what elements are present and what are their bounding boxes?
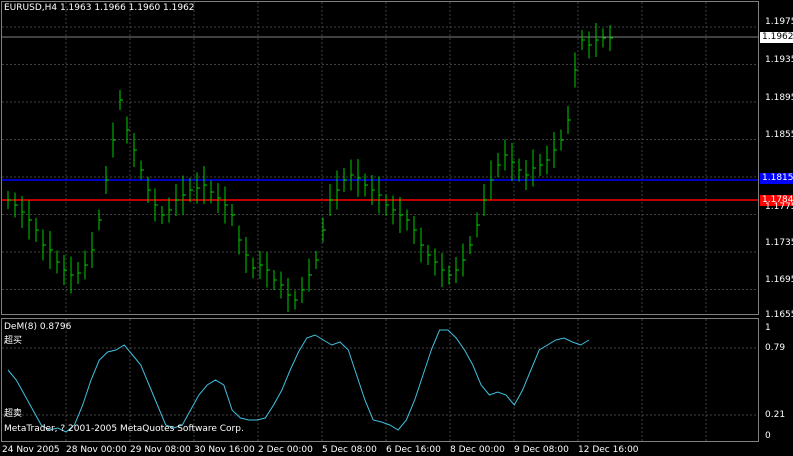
oversold-label: 超卖 [4,409,23,419]
price-level-7: 1.1695 [765,275,793,285]
price-level-5: 1.1775 [765,202,793,212]
blue-line-tag: 1.1815 [760,173,793,184]
price-level-4: 1.1855 [765,130,793,140]
price-level-2: 1.1935 [765,55,793,65]
time-label-7: 6 Dec 16:00 [386,445,441,455]
price-chart-pane[interactable] [1,1,759,315]
current-price-tag: 1.1962 [760,32,793,43]
price-level-6: 1.1735 [765,238,793,248]
time-label-5: 2 Dec 00:00 [258,445,313,455]
overbought-label: 超买 [4,336,23,346]
price-level-3: 1.1895 [765,93,793,103]
copyright-text: MetaTrader, ? 2001-2005 MetaQuotes Softw… [4,424,244,434]
price-level-8: 1.1655 [765,310,793,320]
time-label-1: 24 Nov 2005 [2,445,60,455]
dem-line [7,329,590,433]
time-label-4: 30 Nov 16:00 [194,445,255,455]
indicator-pane[interactable] [1,318,759,442]
time-label-8: 8 Dec 00:00 [450,445,505,455]
time-label-6: 5 Dec 08:00 [322,445,377,455]
time-label-3: 29 Nov 08:00 [130,445,191,455]
indicator-title: DeM(8) 0.8796 [4,322,72,332]
price-level-1: 1.1975 [765,17,793,27]
dem-level-0: 0 [765,431,771,441]
time-label-10: 12 Dec 16:00 [578,445,639,455]
dem-level-021: 0.21 [765,410,786,420]
time-label-9: 9 Dec 08:00 [514,445,569,455]
dem-level-1: 1 [765,323,771,333]
time-label-2: 28 Nov 00:00 [66,445,127,455]
chart-header: EURUSD,H4 1.1963 1.1966 1.1960 1.1962 [4,3,195,13]
red-line-tag: 1.1784 [760,195,793,206]
dem-level-079: 0.79 [765,343,786,353]
